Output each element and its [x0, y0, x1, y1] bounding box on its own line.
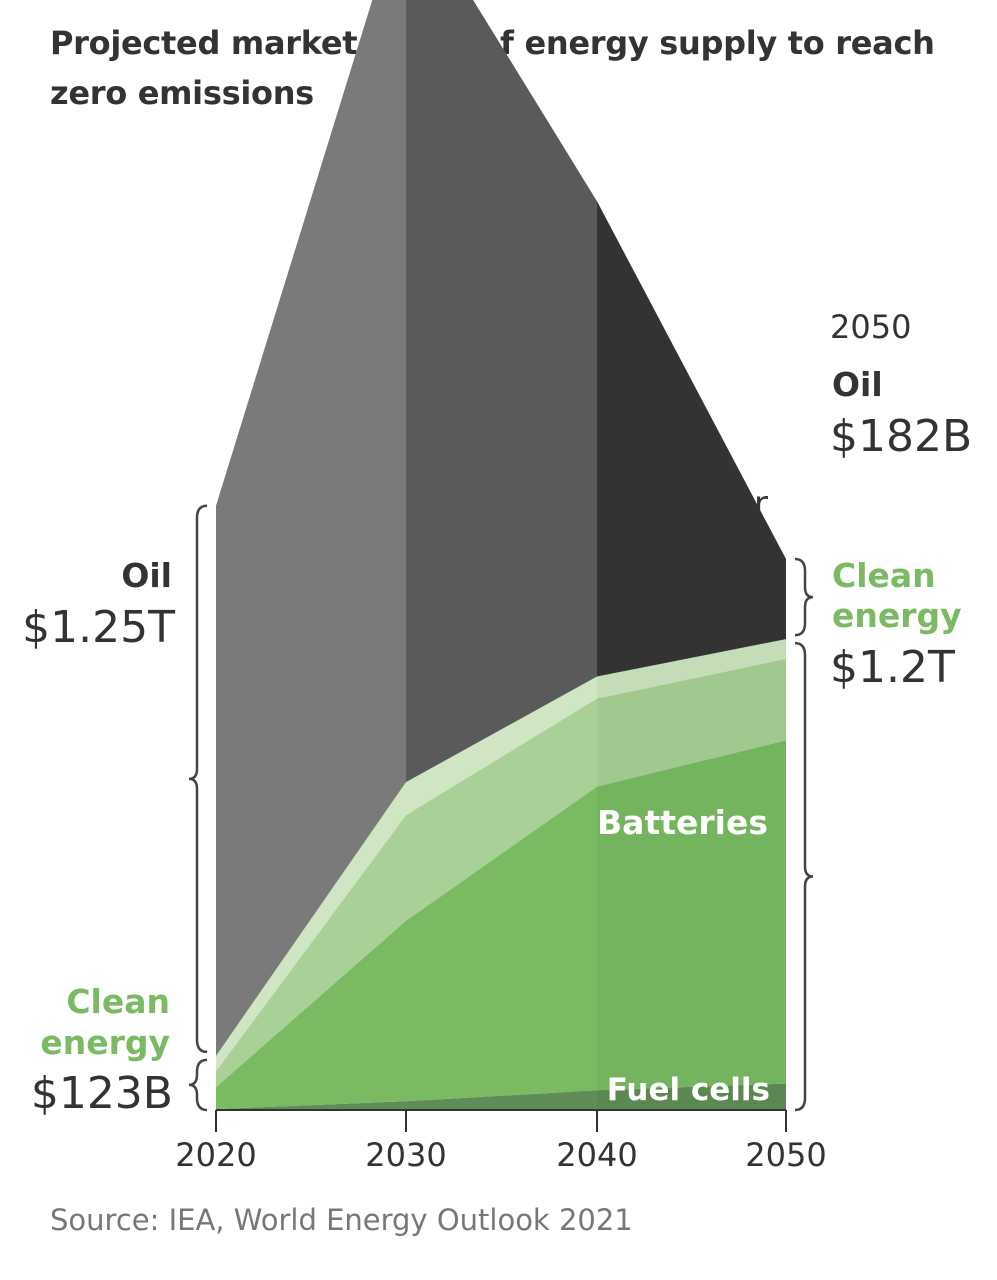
right-oil-value: $182B [830, 411, 972, 462]
right-clean-label-1: Clean [832, 556, 936, 595]
brace-left-clean [188, 1058, 208, 1112]
right-clean-label-2: energy [832, 596, 962, 635]
left-clean-label-2: energy [40, 1023, 170, 1062]
x-tick-label: 2040 [556, 1136, 637, 1174]
area-wind [216, 658, 786, 1088]
source-note: Source: IEA, World Energy Outlook 2021 [50, 1203, 633, 1237]
label-fuel-cells: Fuel cells [607, 1072, 770, 1108]
chart-braces [188, 504, 814, 1112]
left-oil-value: $1.25T [22, 602, 175, 653]
right-year-label: 2050 [830, 308, 911, 346]
brace-left-oil [188, 504, 208, 1054]
brace-right-clean [794, 641, 814, 1112]
area-oil-segment-1 [216, 0, 406, 1056]
x-axis: 2020 2030 2040 2050 [175, 1109, 827, 1174]
x-tick-label: 2030 [365, 1136, 446, 1174]
area-oil-segment-2 [406, 0, 597, 783]
area-oil-segment-3 [597, 201, 786, 677]
label-wind: Wind [683, 555, 768, 595]
brace-right-oil [794, 557, 814, 637]
label-solar: Solar [681, 484, 768, 524]
x-tick-label: 2050 [745, 1136, 826, 1174]
right-clean-value: $1.2T [830, 642, 955, 693]
left-oil-label: Oil [121, 556, 172, 595]
chart-areas [216, 0, 786, 1110]
column-shade-2 [597, 639, 786, 1110]
left-clean-label-1: Clean [66, 982, 170, 1021]
area-batteries [216, 740, 786, 1110]
right-oil-label: Oil [832, 365, 883, 404]
left-clean-value: $123B [31, 1068, 173, 1119]
x-tick-label: 2020 [175, 1136, 256, 1174]
area-fuel-cells [216, 1083, 786, 1110]
chart-labels: Solar Wind Batteries Fuel cells Oil $1.25T Cle… [22, 308, 972, 1119]
label-batteries: Batteries [597, 803, 768, 842]
